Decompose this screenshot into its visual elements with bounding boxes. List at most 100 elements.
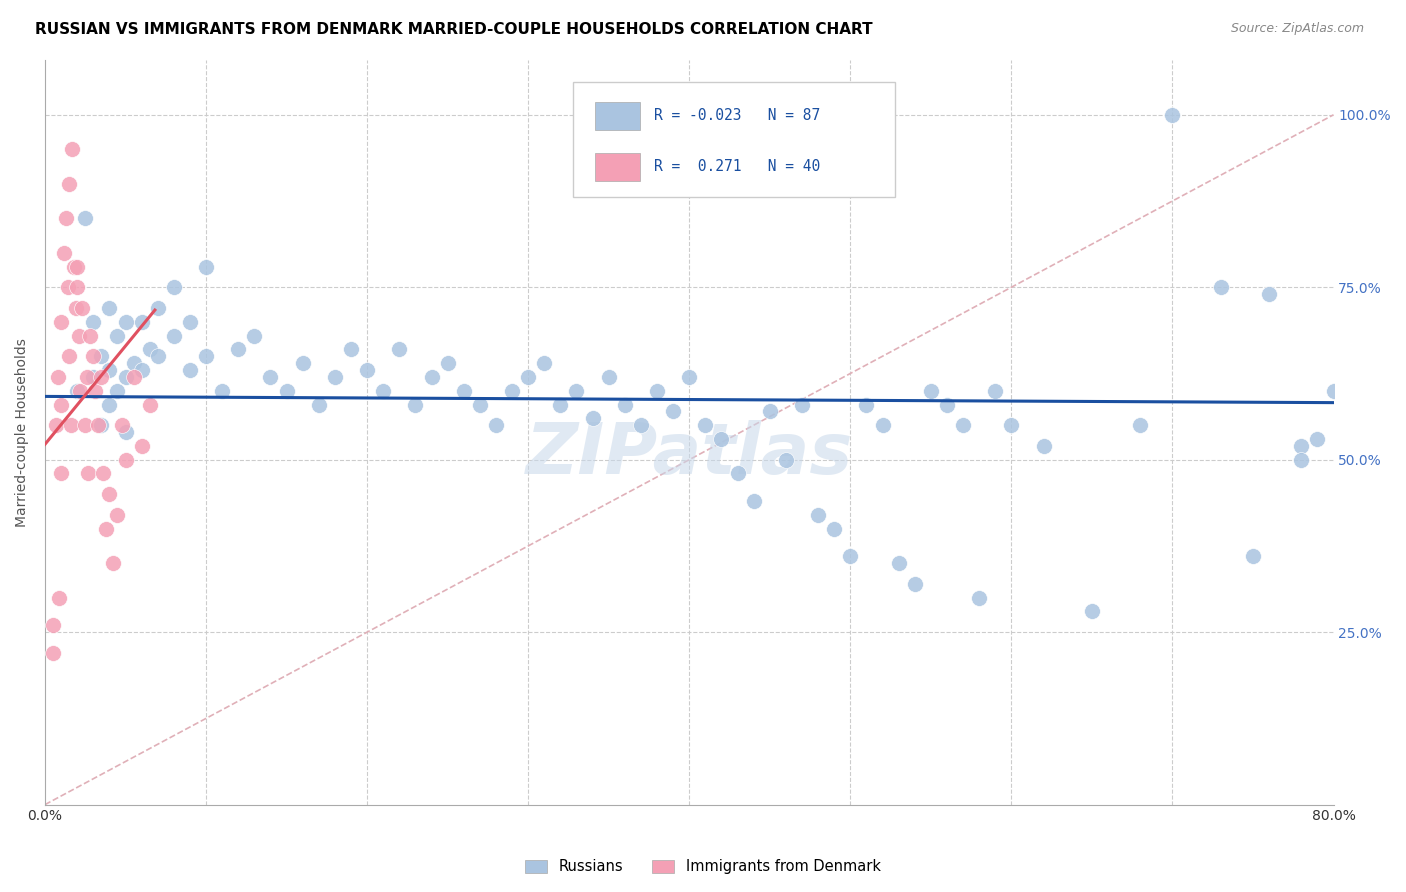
Point	[122, 370, 145, 384]
Point	[107, 384, 129, 398]
Point	[598, 370, 620, 384]
Point	[904, 577, 927, 591]
Point	[1306, 432, 1329, 446]
Point	[82, 370, 104, 384]
Point	[1000, 418, 1022, 433]
Point	[45, 418, 67, 433]
Point	[195, 260, 218, 274]
Point	[90, 418, 112, 433]
Point	[98, 363, 121, 377]
Point	[60, 142, 83, 156]
Point	[775, 452, 797, 467]
Text: R = -0.023   N = 87: R = -0.023 N = 87	[654, 108, 821, 123]
Point	[613, 397, 636, 411]
Point	[855, 397, 877, 411]
Point	[59, 418, 82, 433]
Point	[46, 370, 69, 384]
Point	[98, 301, 121, 315]
Point	[90, 349, 112, 363]
Point	[790, 397, 813, 411]
Point	[887, 556, 910, 570]
Point	[807, 508, 830, 522]
Point	[308, 397, 330, 411]
Point	[65, 301, 87, 315]
Point	[69, 384, 91, 398]
Point	[79, 328, 101, 343]
Point	[952, 418, 974, 433]
Point	[42, 646, 65, 660]
Point	[122, 356, 145, 370]
Point	[211, 384, 233, 398]
Point	[163, 280, 186, 294]
Point	[98, 397, 121, 411]
Point	[742, 494, 765, 508]
Point	[1322, 384, 1344, 398]
Point	[872, 418, 894, 433]
Point	[55, 211, 77, 226]
Point	[138, 343, 160, 357]
Point	[75, 418, 97, 433]
Point	[90, 370, 112, 384]
FancyBboxPatch shape	[595, 102, 640, 130]
Point	[58, 349, 80, 363]
Point	[1291, 452, 1313, 467]
Point	[420, 370, 443, 384]
Y-axis label: Married-couple Households: Married-couple Households	[15, 338, 30, 526]
Text: Source: ZipAtlas.com: Source: ZipAtlas.com	[1230, 22, 1364, 36]
Point	[53, 245, 76, 260]
Point	[131, 315, 153, 329]
Point	[58, 177, 80, 191]
Point	[291, 356, 314, 370]
Point	[1339, 418, 1361, 433]
Point	[82, 349, 104, 363]
Point	[42, 618, 65, 632]
Point	[340, 343, 363, 357]
Text: RUSSIAN VS IMMIGRANTS FROM DENMARK MARRIED-COUPLE HOUSEHOLDS CORRELATION CHART: RUSSIAN VS IMMIGRANTS FROM DENMARK MARRI…	[35, 22, 873, 37]
Point	[550, 397, 572, 411]
Point	[517, 370, 540, 384]
Point	[114, 425, 136, 439]
Point	[436, 356, 458, 370]
Point	[101, 556, 124, 570]
Point	[179, 363, 201, 377]
Point	[388, 343, 411, 357]
Text: R =  0.271   N = 40: R = 0.271 N = 40	[654, 159, 821, 174]
Point	[82, 315, 104, 329]
Point	[839, 549, 862, 564]
Point	[75, 211, 97, 226]
Point	[727, 467, 749, 481]
Point	[1258, 287, 1281, 301]
Point	[1291, 439, 1313, 453]
Point	[356, 363, 378, 377]
Point	[70, 301, 93, 315]
Legend: Russians, Immigrants from Denmark: Russians, Immigrants from Denmark	[519, 854, 887, 880]
Point	[373, 384, 395, 398]
Point	[678, 370, 700, 384]
Point	[967, 591, 990, 605]
Point	[77, 467, 100, 481]
Point	[226, 343, 249, 357]
Point	[66, 260, 89, 274]
Point	[66, 280, 89, 294]
Point	[243, 328, 266, 343]
Point	[114, 315, 136, 329]
Point	[66, 384, 89, 398]
Point	[1161, 108, 1184, 122]
Point	[581, 411, 603, 425]
Point	[276, 384, 298, 398]
Point	[936, 397, 959, 411]
Point	[1129, 418, 1152, 433]
Point	[111, 418, 134, 433]
Point	[1081, 604, 1104, 618]
Point	[146, 301, 169, 315]
Point	[485, 418, 508, 433]
Point	[710, 432, 733, 446]
FancyBboxPatch shape	[595, 153, 640, 181]
Point	[1209, 280, 1232, 294]
Point	[49, 397, 72, 411]
Point	[48, 591, 70, 605]
Point	[453, 384, 475, 398]
Point	[96, 522, 118, 536]
Point	[630, 418, 652, 433]
Point	[83, 384, 105, 398]
